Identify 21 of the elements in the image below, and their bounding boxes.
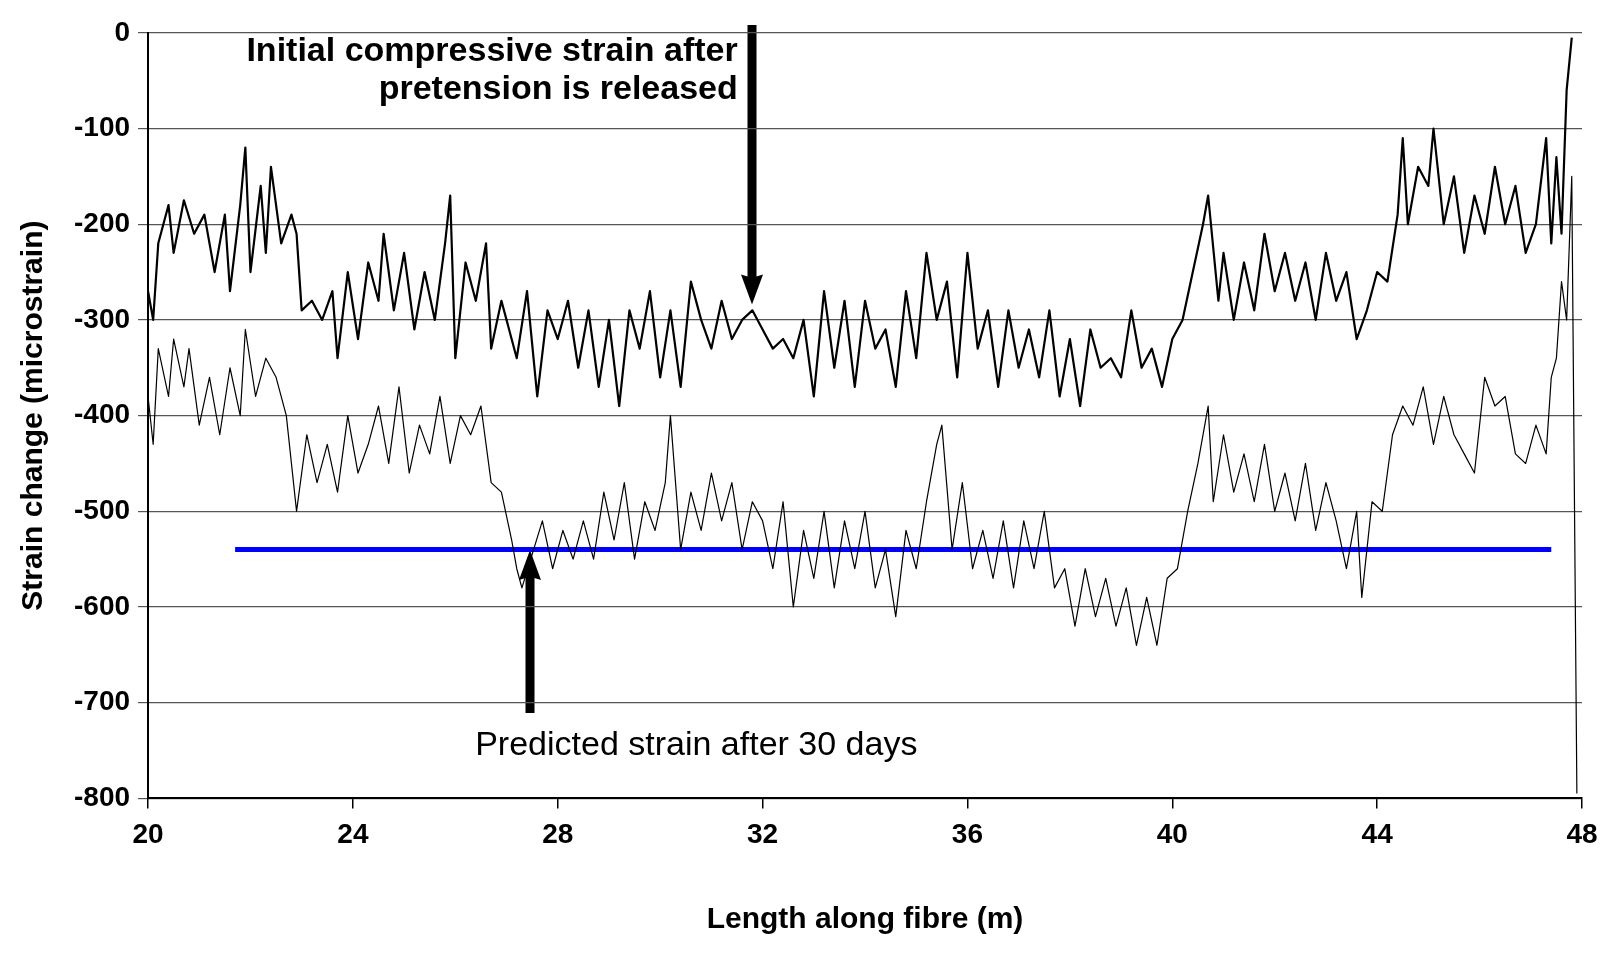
x-tick-label: 28 [542,817,574,849]
annotation: Initial compressive strain after pretension is released [246,30,738,107]
x-tick-label: 44 [1361,817,1394,849]
x-axis-title: Length along fibre (m) [706,901,1024,935]
x-tick-label: 48 [1566,817,1598,849]
y-axis-title: Strain change (microstrain) [15,220,49,611]
y-tick-label: -100 [73,111,131,143]
y-tick-label: -800 [73,781,131,813]
y-tick-label: 0 [114,15,131,47]
x-tick-label: 20 [132,817,164,849]
x-tick-label: 36 [951,817,984,849]
x-tick-label: 40 [1156,817,1188,849]
x-tick-label: 32 [747,817,779,849]
y-tick-label: -300 [73,302,131,334]
annotation: Predicted strain after 30 days [475,724,918,763]
y-tick-label: -600 [73,589,131,621]
y-tick-label: -700 [73,685,131,717]
y-tick-label: -500 [73,494,131,526]
y-tick-label: -200 [73,206,131,238]
y-tick-label: -400 [73,398,131,430]
x-tick-label: 24 [337,817,369,849]
